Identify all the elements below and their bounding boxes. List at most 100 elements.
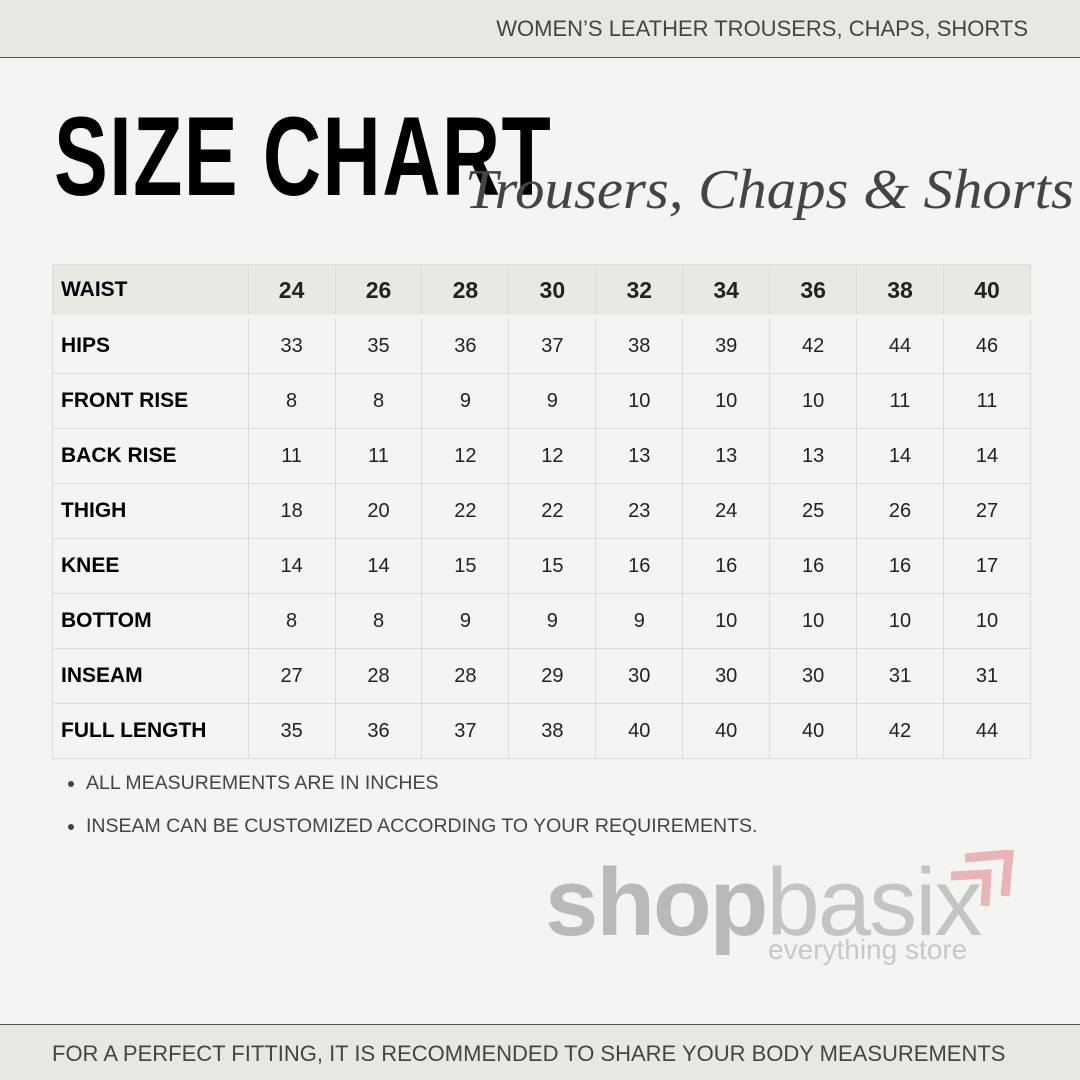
cell: 25 (769, 483, 858, 539)
note: ALL MEASUREMENTS ARE IN INCHES (86, 772, 757, 795)
cell: 28 (334, 648, 423, 704)
cell: 8 (334, 373, 423, 429)
cell: 11 (856, 373, 944, 429)
logo-bold: shop (545, 849, 768, 956)
cell: 22 (421, 483, 510, 539)
row-label: HIPS (52, 316, 249, 374)
cell: 32 (595, 264, 684, 319)
cell: 10 (682, 373, 771, 429)
table-row: INSEAM 27 28 28 29 30 30 30 31 31 (52, 648, 1031, 704)
table-row: HIPS 33 35 36 37 38 39 42 44 46 (52, 316, 1031, 374)
cell: 34 (682, 264, 771, 319)
cell: 13 (595, 428, 684, 484)
table-row: FRONT RISE 8 8 9 9 10 10 10 11 11 (52, 373, 1031, 429)
cell: 16 (595, 538, 684, 594)
cell: 36 (769, 264, 858, 319)
footer-text: FOR A PERFECT FITTING, IT IS RECOMMENDED… (52, 1041, 1006, 1066)
cell: 30 (769, 648, 858, 704)
cell: 16 (856, 538, 944, 594)
cell: 12 (508, 428, 597, 484)
cell: 27 (247, 648, 336, 704)
cell: 17 (943, 538, 1031, 594)
cell: 42 (769, 316, 858, 374)
cell: 9 (508, 593, 597, 649)
table-row: FULL LENGTH 35 36 37 38 40 40 40 42 44 (52, 703, 1031, 759)
row-label: THIGH (52, 483, 249, 539)
cell: 9 (421, 373, 510, 429)
size-table: WAIST 24 26 28 30 32 34 36 38 40 HIPS 33 35 36 37 38 39 4… (52, 264, 1031, 759)
header-title: WOMEN’S LEATHER TROUSERS, CHAPS, SHORTS (496, 16, 1028, 41)
cell: 10 (769, 373, 858, 429)
cell: 22 (508, 483, 597, 539)
cell: 44 (856, 316, 944, 374)
cell: 27 (943, 483, 1031, 539)
cell: 36 (421, 316, 510, 374)
table-row: BACK RISE 11 11 12 12 13 13 13 14 14 (52, 428, 1031, 484)
row-label: INSEAM (52, 648, 249, 704)
cell: 26 (856, 483, 944, 539)
cell: 28 (421, 648, 510, 704)
cell: 26 (334, 264, 423, 319)
cell: 33 (247, 316, 336, 374)
cell: 23 (595, 483, 684, 539)
cell: 31 (856, 648, 944, 704)
cell: 14 (856, 428, 944, 484)
cell: 35 (334, 316, 423, 374)
cell: 37 (421, 703, 510, 759)
cell: 28 (421, 264, 510, 319)
table-row: BOTTOM 8 8 9 9 9 10 10 10 10 (52, 593, 1031, 649)
note: INSEAM CAN BE CUSTOMIZED ACCORDING TO YO… (86, 815, 757, 838)
cell: 11 (943, 373, 1031, 429)
cell: 8 (247, 593, 336, 649)
bottom-bar: FOR A PERFECT FITTING, IT IS RECOMMENDED… (0, 1024, 1080, 1080)
cell: 10 (595, 373, 684, 429)
cell: 9 (595, 593, 684, 649)
table-row: KNEE 14 14 15 15 16 16 16 16 17 (52, 538, 1031, 594)
cell: 46 (943, 316, 1031, 374)
cell: 8 (247, 373, 336, 429)
cell: 10 (856, 593, 944, 649)
cell: 8 (334, 593, 423, 649)
main-title: SIZE CHART (54, 94, 553, 219)
cell: 30 (508, 264, 597, 319)
cell: 31 (943, 648, 1031, 704)
logo-tagline: everything store (768, 934, 968, 965)
cell: 11 (334, 428, 423, 484)
row-label: BACK RISE (52, 428, 249, 484)
cell: 10 (769, 593, 858, 649)
cell: 29 (508, 648, 597, 704)
top-bar: WOMEN’S LEATHER TROUSERS, CHAPS, SHORTS (0, 0, 1080, 58)
cell: 13 (769, 428, 858, 484)
cell: 13 (682, 428, 771, 484)
cell: 24 (247, 264, 336, 319)
cell: 24 (682, 483, 771, 539)
notes: ALL MEASUREMENTS ARE IN INCHES INSEAM CA… (62, 772, 757, 858)
row-label: BOTTOM (52, 593, 249, 649)
cell: 40 (943, 264, 1031, 319)
cell: 37 (508, 316, 597, 374)
cell: 38 (595, 316, 684, 374)
cell: 9 (421, 593, 510, 649)
cell: 16 (769, 538, 858, 594)
cell: 12 (421, 428, 510, 484)
cell: 30 (682, 648, 771, 704)
cell: 14 (943, 428, 1031, 484)
cell: 35 (247, 703, 336, 759)
script-title: Trousers, Chaps & Shorts (465, 159, 1074, 221)
row-label: FULL LENGTH (52, 703, 249, 759)
table-row: WAIST 24 26 28 30 32 34 36 38 40 (52, 264, 1031, 319)
cell: 20 (334, 483, 423, 539)
logo-icon (950, 850, 1014, 907)
cell: 11 (247, 428, 336, 484)
cell: 15 (421, 538, 510, 594)
logo: shopbasix (545, 848, 982, 958)
cell: 38 (508, 703, 597, 759)
cell: 39 (682, 316, 771, 374)
cell: 44 (943, 703, 1031, 759)
cell: 36 (334, 703, 423, 759)
cell: 10 (682, 593, 771, 649)
table-row: THIGH 18 20 22 22 23 24 25 26 27 (52, 483, 1031, 539)
cell: 14 (334, 538, 423, 594)
cell: 9 (508, 373, 597, 429)
